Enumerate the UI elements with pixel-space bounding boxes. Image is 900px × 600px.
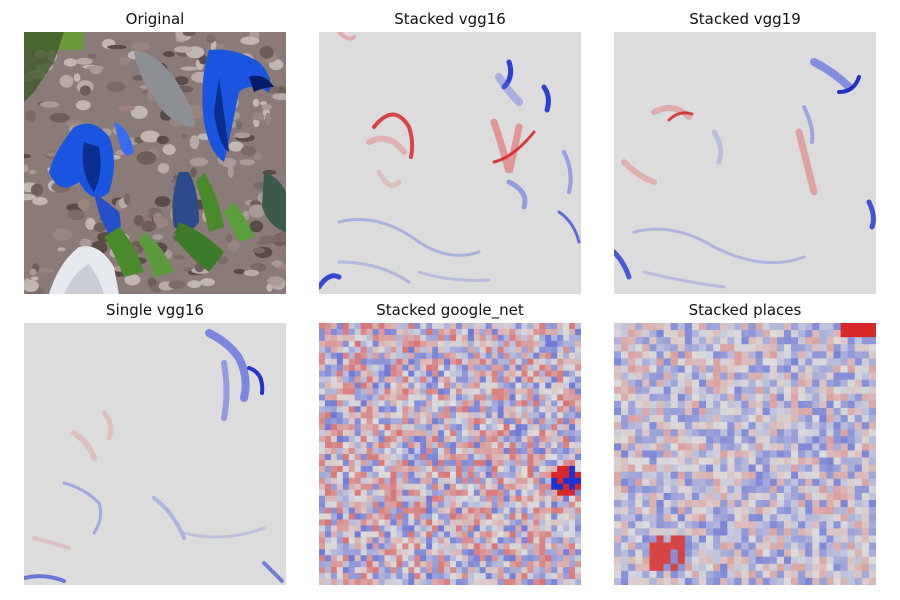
panel-title: Stacked google_net	[376, 301, 524, 319]
heatmap-stacked-google-net	[319, 323, 581, 585]
original-photo	[24, 32, 286, 294]
panel-title: Original	[125, 10, 185, 28]
heatmap-stacked-places	[614, 323, 876, 585]
saliency-heatmap-fine-grid	[319, 323, 581, 585]
saliency-heatmap	[614, 32, 876, 294]
heatmap-stacked-vgg19	[614, 32, 876, 294]
flower-photo-image	[24, 32, 286, 294]
saliency-heatmap-coarse-grid	[614, 323, 876, 585]
heatmap-stacked-vgg16	[319, 32, 581, 294]
panel-title: Stacked vgg19	[689, 10, 801, 28]
heatmap-single-vgg16	[24, 323, 286, 585]
panel-title: Single vgg16	[106, 301, 204, 319]
left-flower	[49, 122, 134, 242]
panel-title: Stacked places	[688, 301, 802, 319]
right-flower	[202, 49, 274, 162]
saliency-heatmap	[24, 323, 286, 585]
saliency-heatmap	[319, 32, 581, 294]
panel-title: Stacked vgg16	[394, 10, 506, 28]
